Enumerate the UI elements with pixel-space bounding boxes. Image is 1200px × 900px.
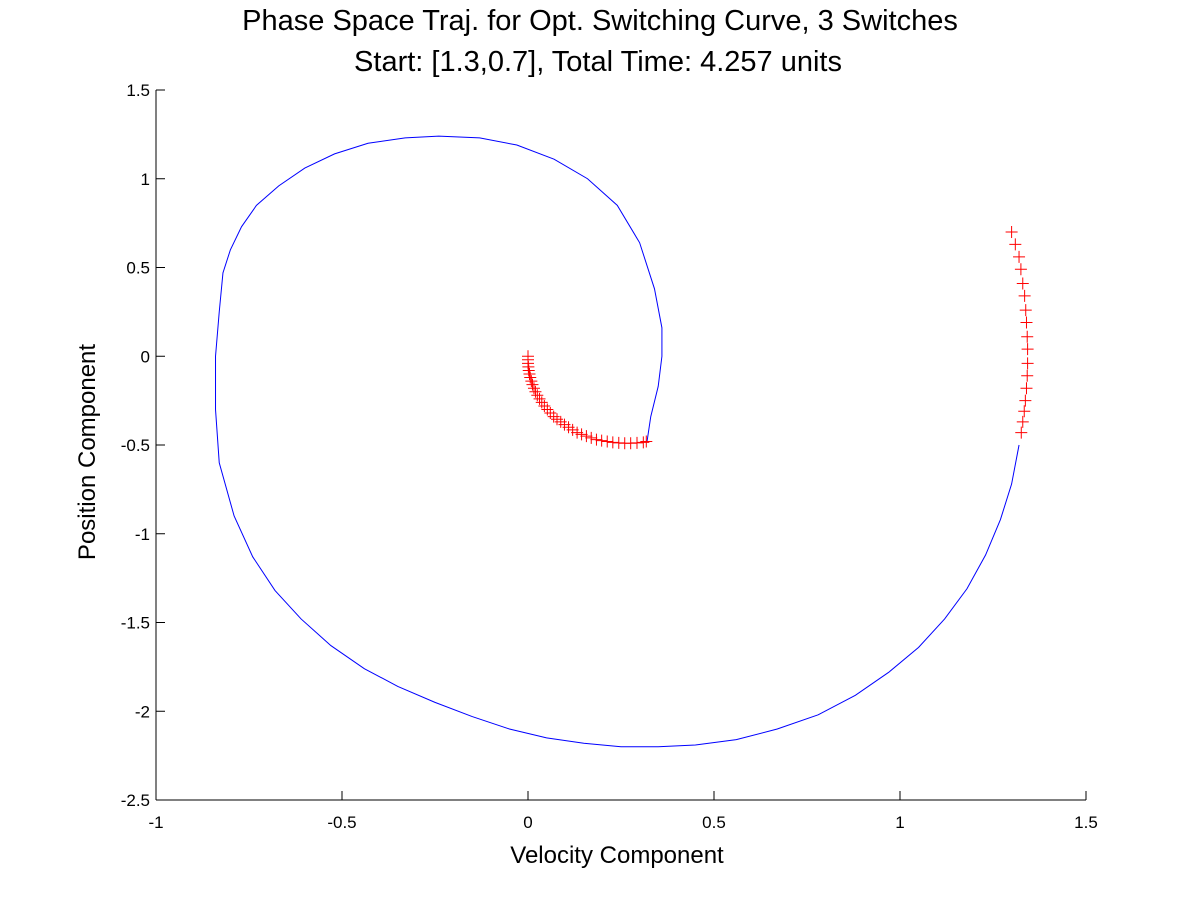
x-tick-label: -1: [148, 813, 163, 832]
y-tick-label: -1: [135, 525, 150, 544]
y-tick-label: -1.5: [121, 614, 150, 633]
marker-point: [1018, 405, 1031, 418]
marker-point: [525, 375, 538, 388]
marker-point: [1018, 289, 1031, 302]
axes-layer: [155, 90, 1086, 801]
y-tick-label: 0: [141, 347, 150, 366]
marker-point: [1020, 316, 1033, 329]
x-axis-label: Velocity Component: [510, 842, 724, 869]
marker-point: [527, 382, 540, 395]
marker-point: [1013, 250, 1026, 263]
marker-point: [590, 433, 603, 446]
series-2-markers: [522, 350, 653, 450]
marker-point: [1021, 343, 1034, 356]
marker-point: [544, 407, 557, 420]
x-tick-label: 0: [523, 813, 532, 832]
marker-point: [523, 368, 536, 380]
x-tick-label: -0.5: [327, 813, 356, 832]
y-tick-label: -2: [135, 702, 150, 721]
marker-point: [1019, 394, 1032, 407]
marker-point: [1020, 382, 1033, 395]
y-tick-label: -0.5: [121, 436, 150, 455]
marker-point: [1019, 304, 1032, 317]
y-tick-label: 1.5: [126, 81, 150, 100]
marker-point: [637, 436, 650, 449]
marker-point: [575, 428, 588, 441]
marker-point: [1021, 369, 1034, 382]
marker-point: [1021, 357, 1034, 370]
marker-point: [1014, 263, 1027, 276]
y-tick-label: 1: [141, 170, 150, 189]
marker-point: [547, 410, 560, 423]
marker-point: [640, 435, 653, 448]
marker-point: [1021, 330, 1034, 343]
marker-point: [585, 431, 598, 444]
data-layer: [215, 135, 1034, 748]
marker-point: [595, 434, 608, 447]
chart-title: Phase Space Traj. for Opt. Switching Cur…: [242, 5, 958, 37]
y-tick-label: -2.5: [121, 791, 150, 810]
marker-point: [1015, 426, 1028, 439]
tick-layer: -1 -0.5 0 0.5 1 1.5 -2.5 -2 -1.5 -1 -0.5 0 0.5 1 1.5: [121, 81, 1098, 832]
y-tick-label: 0.5: [126, 259, 150, 278]
y-axis-label: Position Component: [74, 344, 101, 560]
x-tick-label: 0.5: [702, 813, 726, 832]
chart-subtitle: Start: [1.3,0.7], Total Time: 4.257 unit…: [354, 46, 842, 78]
marker-point: [1005, 226, 1018, 238]
marker-point: [538, 399, 551, 412]
marker-point: [522, 364, 535, 377]
marker-point: [524, 371, 537, 384]
series-1-markers: [1005, 226, 1034, 439]
x-tick-label: 1: [895, 813, 904, 832]
marker-point: [526, 378, 539, 391]
marker-point: [1009, 238, 1022, 251]
marker-point: [541, 403, 554, 416]
marker-point: [630, 436, 643, 449]
marker-point: [1016, 277, 1029, 290]
marker-point: [601, 435, 614, 448]
marker-point: [1016, 415, 1029, 428]
marker-point: [580, 430, 593, 443]
x-tick-label: 1.5: [1074, 813, 1098, 832]
marker-point: [606, 436, 619, 449]
series-0-line: [215, 135, 1020, 748]
